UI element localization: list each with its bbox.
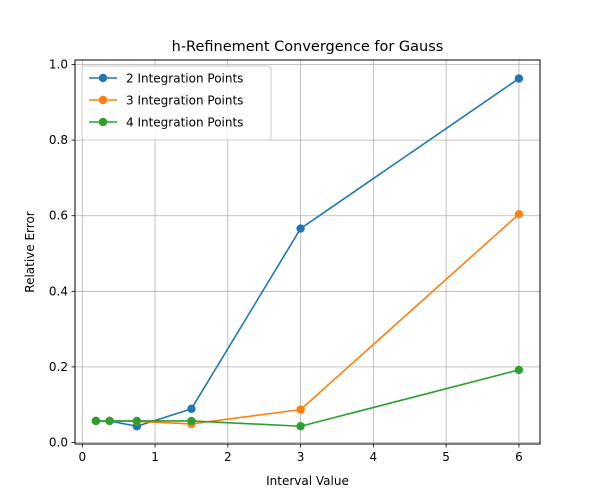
y-tick-label: 0.2 [49,360,68,374]
x-tick-label: 5 [442,450,450,464]
x-tick-label: 1 [151,450,159,464]
data-point [514,74,524,83]
legend-marker [98,95,108,105]
series-layer [91,74,524,431]
data-point [105,416,114,426]
y-tick-label: 0.8 [49,133,68,147]
legend-item: 2 Integration Points [89,72,243,86]
data-point [296,422,305,431]
x-tick-label: 2 [224,450,232,464]
y-axis: 0.0 0.2 0.4 0.6 0.8 1.0 [49,58,75,449]
data-point [514,365,524,375]
data-point [187,404,196,414]
legend-label: 3 Integration Points [126,94,243,108]
data-point [91,416,101,426]
series-3 [91,365,524,431]
y-tick-label: 1.0 [49,58,68,72]
data-point [296,405,305,414]
legend-marker [98,73,108,83]
plot-frame [74,59,541,445]
chart-title: h-Refinement Convergence for Gauss [172,39,444,55]
y-axis-label: Relative Error [23,211,37,293]
legend-item: 3 Integration Points [89,94,243,108]
y-tick-label: 0.6 [49,209,68,223]
data-point [187,416,196,426]
y-tick-label: 0.4 [49,284,68,298]
x-tick-label: 3 [297,450,305,464]
data-point [296,224,305,233]
legend-item: 4 Integration Points [89,116,243,130]
y-tick-label: 0.0 [49,435,68,449]
data-point [132,416,142,426]
legend: 2 Integration Points 3 Integration Points… [81,65,272,141]
legend-box [81,65,272,141]
legend-label: 4 Integration Points [126,116,243,130]
x-tick-label: 0 [78,450,86,464]
legend-marker [98,117,108,127]
legend-label: 2 Integration Points [126,72,243,86]
x-tick-label: 4 [370,450,378,464]
x-axis-label: Interval Value [266,474,349,488]
data-point [514,210,524,219]
x-axis: 0 1 2 3 4 5 6 [78,444,523,464]
x-tick-label: 6 [515,450,523,464]
